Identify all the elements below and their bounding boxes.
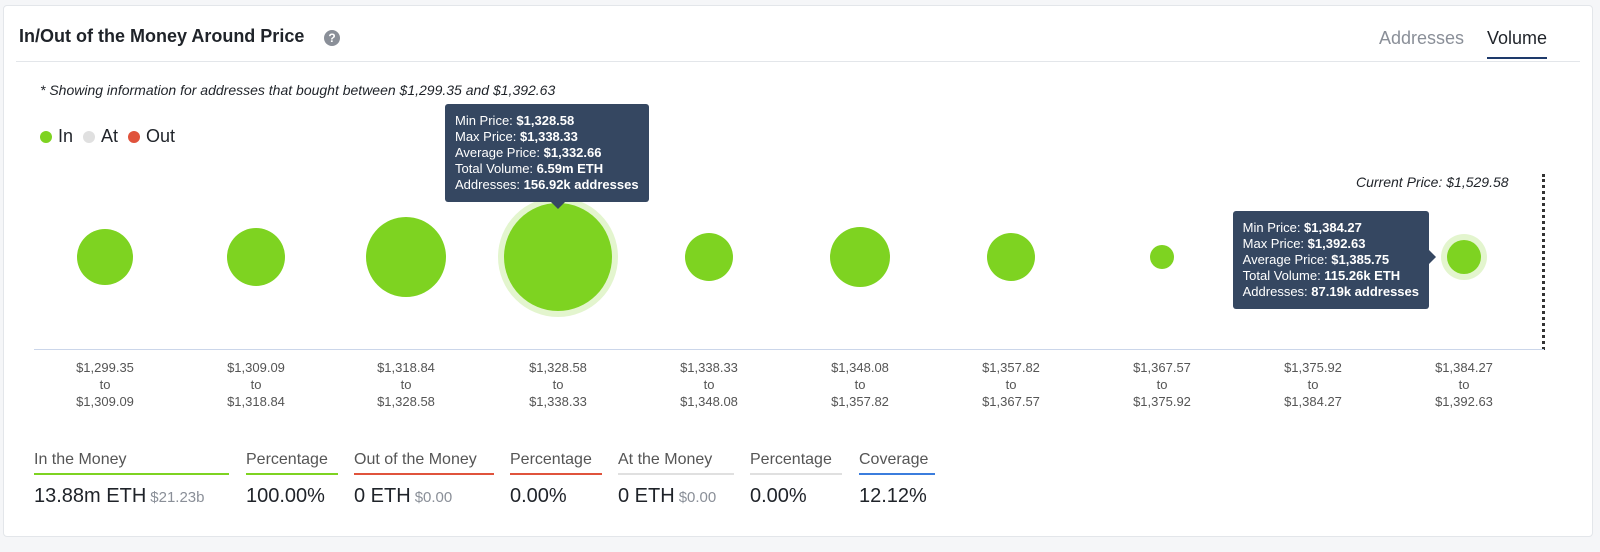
help-icon[interactable]: ? xyxy=(324,30,340,46)
dot-icon xyxy=(83,130,96,143)
stat-value: 0.00% xyxy=(750,485,807,507)
range-label: $1,367.57 to $1,375.92 xyxy=(1133,360,1191,409)
current-price-label: Current Price: $1,529.58 xyxy=(1356,174,1509,190)
bubble[interactable] xyxy=(830,227,890,287)
range-label: $1,328.58 to $1,338.33 xyxy=(529,360,587,409)
tooltip: Min Price: $1,384.27 Max Price: $1,392.6… xyxy=(1232,211,1437,309)
stat-value: 0 ETH $0.00 xyxy=(618,485,717,507)
legend-in[interactable]: In xyxy=(40,126,73,147)
stat: In the Money 13.88m ETH $21.23b xyxy=(34,451,229,508)
stat-value: 100.00% xyxy=(246,485,325,507)
range-note: * Showing information for addresses that… xyxy=(40,82,556,98)
stat-label: In the Money xyxy=(34,451,229,475)
stat-label: At the Money xyxy=(618,451,734,475)
legend: In At Out xyxy=(40,126,175,147)
tooltip: Min Price: $1,328.58 Max Price: $1,338.3… xyxy=(445,104,649,209)
stat: Out of the Money 0 ETH $0.00 xyxy=(354,451,494,508)
bubble[interactable] xyxy=(504,203,612,311)
stat-value: 13.88m ETH $21.23b xyxy=(34,485,205,507)
card-title: In/Out of the Money Around Price xyxy=(19,26,305,46)
bubble[interactable] xyxy=(1150,245,1174,269)
range-label: $1,309.09 to $1,318.84 xyxy=(227,360,285,409)
x-axis xyxy=(34,349,1544,350)
iomap-card: In/Out of the Money Around Price ? Addre… xyxy=(3,5,1593,537)
range-label: $1,338.33 to $1,348.08 xyxy=(680,360,738,409)
legend-label: At xyxy=(101,126,119,146)
tab-addresses[interactable]: Addresses xyxy=(1379,28,1465,48)
range-label: $1,357.82 to $1,367.57 xyxy=(982,360,1040,409)
stat-label: Percentage xyxy=(246,451,338,475)
legend-label: Out xyxy=(146,126,176,146)
stat: At the Money 0 ETH $0.00 xyxy=(618,451,734,508)
bubble[interactable] xyxy=(1447,240,1481,274)
stat-value: 0 ETH $0.00 xyxy=(354,485,453,507)
divider xyxy=(16,61,1580,62)
stat-label: Percentage xyxy=(750,451,842,475)
stat-value: 0.00% xyxy=(510,485,567,507)
range-label: $1,375.92 to $1,384.27 xyxy=(1284,360,1342,409)
bubble[interactable] xyxy=(987,233,1035,281)
stat-label: Out of the Money xyxy=(354,451,494,475)
stat: Coverage 12.12% xyxy=(859,451,935,508)
dot-icon xyxy=(40,130,52,143)
bubble[interactable] xyxy=(366,217,446,297)
dot-icon xyxy=(128,130,141,143)
stat: Percentage 0.00% xyxy=(750,451,842,508)
current-price-line xyxy=(1542,174,1545,350)
tab-volume[interactable]: Volume xyxy=(1487,28,1548,59)
bubble[interactable] xyxy=(685,233,733,281)
stat-label: Coverage xyxy=(859,451,935,475)
legend-label: In xyxy=(58,126,74,146)
range-label: $1,384.27 to $1,392.63 xyxy=(1435,360,1493,409)
stat: Percentage 100.00% xyxy=(246,451,338,508)
stat-label: Percentage xyxy=(510,451,602,475)
range-label: $1,318.84 to $1,328.58 xyxy=(377,360,435,409)
legend-at[interactable]: At xyxy=(83,126,118,147)
legend-out[interactable]: Out xyxy=(128,126,175,147)
range-label: $1,299.35 to $1,309.09 xyxy=(76,360,134,409)
bubble[interactable] xyxy=(227,228,285,286)
stat: Percentage 0.00% xyxy=(510,451,602,508)
stat-value: 12.12% xyxy=(859,485,927,507)
range-label: $1,348.08 to $1,357.82 xyxy=(831,360,889,409)
bubble[interactable] xyxy=(77,229,133,285)
